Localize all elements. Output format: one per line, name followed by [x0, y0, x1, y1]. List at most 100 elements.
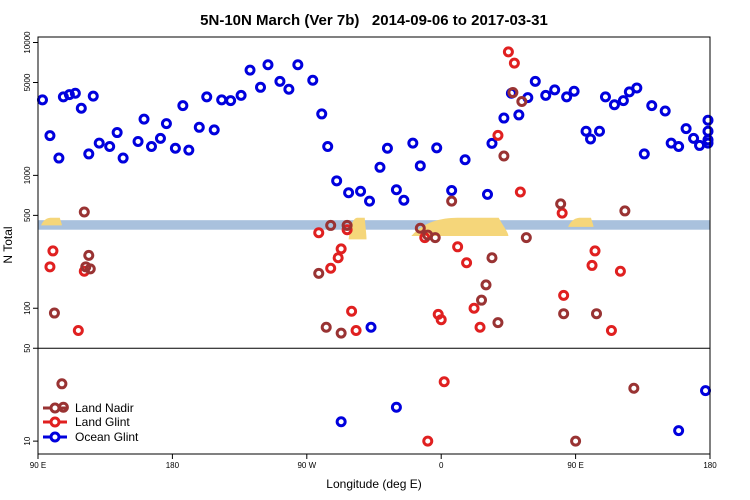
land-nadir-point — [558, 308, 570, 320]
land-glint-point — [44, 261, 56, 273]
land-glint-point — [325, 262, 337, 274]
ocean-glint-point — [529, 75, 541, 87]
land-glint-point — [614, 265, 626, 277]
x-tick-label: 90 E — [567, 461, 583, 470]
land-glint-point — [474, 321, 486, 333]
land-nadir-point — [570, 435, 582, 447]
land-nadir-point — [446, 195, 458, 207]
land-glint-point — [508, 57, 520, 69]
ocean-glint-point — [183, 144, 195, 156]
ocean-glint-point — [132, 135, 144, 147]
land-nadir-point — [591, 308, 603, 320]
ocean-glint-point — [160, 118, 172, 130]
ocean-glint-point — [292, 59, 304, 71]
ocean-glint-point — [498, 112, 510, 124]
land-fill-shape-3 — [40, 217, 62, 226]
ocean-glint-point — [364, 195, 376, 207]
land-glint-point — [556, 207, 568, 219]
legend-label-ocean-glint: Ocean Glint — [75, 430, 139, 444]
y-tick-label: 1000 — [23, 166, 32, 184]
legend-label-land-nadir: Land Nadir — [75, 401, 134, 415]
land-glint-point — [586, 259, 598, 271]
y-tick-label: 10000 — [23, 31, 32, 54]
legend-marker-land-nadir — [49, 402, 61, 414]
land-nadir-point — [498, 150, 510, 162]
ocean-glint-point — [69, 87, 81, 99]
land-fill-shape-2 — [411, 217, 509, 236]
ocean-glint-point — [104, 140, 116, 152]
y-tick-label: 100 — [23, 301, 32, 315]
land-glint-point — [468, 302, 480, 314]
land-nadir-point — [56, 378, 68, 390]
ocean-glint-point — [83, 148, 95, 160]
land-nadir-point — [619, 205, 631, 217]
ocean-glint-point — [702, 137, 714, 149]
ocean-glint-point — [549, 84, 561, 96]
land-glint-point — [72, 325, 84, 337]
land-glint-point — [422, 435, 434, 447]
ocean-glint-point — [365, 321, 377, 333]
ocean-glint-point — [307, 74, 319, 86]
ocean-glint-point — [154, 132, 166, 144]
ocean-glint-point — [659, 105, 671, 117]
land-nadir-point — [555, 198, 567, 210]
ocean-glint-point — [540, 89, 552, 101]
ocean-glint-point — [593, 125, 605, 137]
land-glint-point — [335, 243, 347, 255]
ocean-glint-point — [274, 75, 286, 87]
ocean-glint-point — [646, 100, 658, 112]
ocean-glint-point — [138, 113, 150, 125]
x-axis-label: Longitude (deg E) — [326, 477, 421, 491]
ocean-glint-point — [414, 160, 426, 172]
ocean-glint-point — [111, 127, 123, 139]
ocean-glint-point — [585, 133, 597, 145]
ocean-glint-point — [702, 114, 714, 126]
ocean-glint-point — [431, 142, 443, 154]
ocean-glint-point — [631, 82, 643, 94]
ocean-glint-point — [700, 385, 712, 397]
land-nadir-point — [520, 232, 532, 244]
ocean-glint-point — [225, 95, 237, 107]
ocean-glint-point — [117, 152, 129, 164]
ocean-glint-point — [446, 184, 458, 196]
legend-marker-land-glint — [49, 416, 61, 428]
land-nadir-point — [325, 219, 337, 231]
ocean-glint-point — [407, 137, 419, 149]
ocean-glint-point — [398, 194, 410, 206]
ocean-glint-point — [702, 125, 714, 137]
land-glint-point — [502, 46, 514, 58]
ocean-glint-point — [331, 175, 343, 187]
land-nadir-point — [628, 382, 640, 394]
ocean-glint-point — [680, 123, 692, 135]
ocean-glint-point — [694, 139, 706, 151]
ocean-glint-point — [459, 154, 471, 166]
ocean-glint-point — [322, 140, 334, 152]
ocean-glint-point — [390, 401, 402, 413]
land-glint-point — [341, 224, 353, 236]
ocean-glint-point — [688, 132, 700, 144]
ocean-glint-point — [617, 95, 629, 107]
ocean-glint-point — [381, 142, 393, 154]
ocean-glint-point — [486, 137, 498, 149]
land-nadir-point — [516, 95, 528, 107]
ocean-glint-point — [283, 83, 295, 95]
land-nadir-point — [320, 321, 332, 333]
land-nadir-point — [507, 87, 519, 99]
ocean-glint-point — [75, 102, 87, 114]
ocean-glint-point — [36, 94, 48, 106]
chart-title: 5N-10N March (Ver 7b) 2014-09-06 to 2017… — [200, 12, 548, 29]
ocean-glint-point — [177, 100, 189, 112]
x-tick-label: 180 — [703, 461, 717, 470]
land-fill-shape-1 — [348, 217, 367, 240]
ocean-glint-point — [93, 137, 105, 149]
ocean-glint-point — [390, 184, 402, 196]
land-nadir-point — [429, 232, 441, 244]
ocean-glint-point — [608, 99, 620, 111]
ocean-glint-point — [343, 187, 355, 199]
ocean-glint-point — [316, 108, 328, 120]
ocean-glint-point — [355, 185, 367, 197]
land-glint-point — [313, 227, 325, 239]
ocean-glint-point — [169, 142, 181, 154]
y-tick-label: 50 — [23, 343, 32, 352]
